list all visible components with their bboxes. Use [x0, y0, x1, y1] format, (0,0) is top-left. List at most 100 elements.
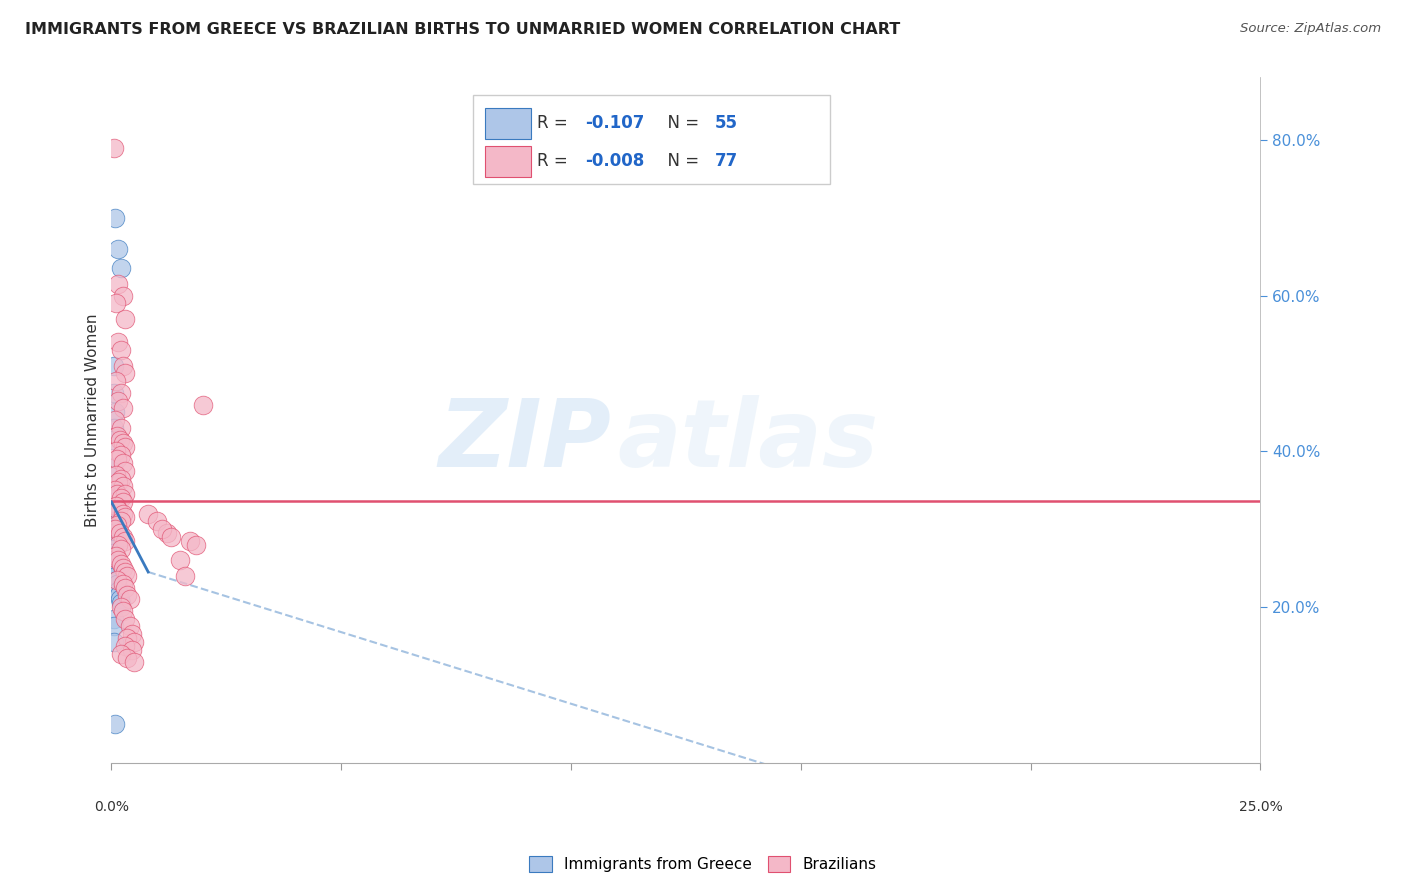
FancyBboxPatch shape	[485, 108, 531, 139]
Point	[111, 401, 134, 416]
Text: Source: ZipAtlas.com: Source: ZipAtlas.com	[1240, 22, 1381, 36]
Point	[101, 545, 124, 559]
Point	[105, 487, 128, 501]
Point	[103, 140, 125, 154]
Point	[104, 491, 127, 505]
Point	[104, 522, 127, 536]
Point	[104, 413, 127, 427]
Legend: Immigrants from Greece, Brazilians: Immigrants from Greece, Brazilians	[522, 848, 884, 880]
Point	[160, 530, 183, 544]
Point	[103, 514, 125, 528]
Point	[103, 459, 125, 474]
Point	[111, 456, 134, 470]
Point	[110, 514, 132, 528]
Point	[103, 553, 125, 567]
Point	[103, 479, 125, 493]
Point	[110, 385, 132, 400]
Point	[103, 518, 125, 533]
Point	[110, 600, 132, 615]
Point	[114, 612, 136, 626]
Point	[110, 448, 132, 462]
Point	[103, 541, 125, 556]
Point	[117, 588, 139, 602]
Text: IMMIGRANTS FROM GREECE VS BRAZILIAN BIRTHS TO UNMARRIED WOMEN CORRELATION CHART: IMMIGRANTS FROM GREECE VS BRAZILIAN BIRT…	[25, 22, 901, 37]
Point	[111, 576, 134, 591]
Point	[155, 526, 177, 541]
Point	[105, 444, 128, 458]
Point	[114, 311, 136, 326]
Point	[103, 510, 125, 524]
Point	[107, 553, 129, 567]
Point	[136, 507, 159, 521]
Text: -0.008: -0.008	[585, 152, 644, 170]
Point	[111, 495, 134, 509]
Text: 25.0%: 25.0%	[1239, 800, 1282, 814]
Point	[101, 530, 124, 544]
Point	[101, 538, 124, 552]
Point	[169, 553, 191, 567]
Point	[104, 507, 127, 521]
Point	[104, 716, 127, 731]
Point	[111, 561, 134, 575]
Point	[108, 433, 131, 447]
Point	[114, 581, 136, 595]
Point	[104, 565, 127, 579]
Point	[101, 487, 124, 501]
Point	[104, 483, 127, 498]
Text: N =: N =	[657, 114, 704, 132]
Point	[111, 479, 134, 493]
Point	[117, 650, 139, 665]
Point	[108, 588, 131, 602]
Point	[103, 499, 125, 513]
Point	[105, 573, 128, 587]
Point	[110, 261, 132, 276]
Point	[105, 374, 128, 388]
Point	[108, 592, 131, 607]
Text: atlas: atlas	[617, 394, 879, 487]
FancyBboxPatch shape	[474, 95, 830, 184]
Point	[105, 569, 128, 583]
Point	[117, 631, 139, 645]
Point	[124, 655, 146, 669]
Point	[103, 612, 125, 626]
Text: R =: R =	[537, 152, 572, 170]
Point	[103, 533, 125, 548]
Point	[105, 573, 128, 587]
Point	[105, 428, 128, 442]
Point	[105, 452, 128, 467]
Point	[110, 343, 132, 357]
Point	[105, 296, 128, 310]
Point	[114, 487, 136, 501]
Point	[101, 522, 124, 536]
Point	[103, 561, 125, 575]
Point	[103, 433, 125, 447]
Point	[105, 467, 128, 482]
Text: ZIP: ZIP	[439, 394, 612, 487]
Point	[186, 538, 208, 552]
Point	[114, 464, 136, 478]
Point	[114, 565, 136, 579]
Point	[107, 242, 129, 256]
Point	[111, 288, 134, 302]
Point	[117, 569, 139, 583]
Point	[104, 563, 127, 577]
Point	[110, 647, 132, 661]
Point	[103, 526, 125, 541]
Point	[110, 471, 132, 485]
Point	[114, 367, 136, 381]
Point	[111, 436, 134, 450]
Text: 77: 77	[714, 152, 738, 170]
Point	[118, 592, 141, 607]
Text: -0.107: -0.107	[585, 114, 644, 132]
Point	[105, 576, 128, 591]
Point	[105, 549, 128, 564]
Point	[150, 522, 173, 536]
FancyBboxPatch shape	[485, 146, 531, 177]
Point	[114, 441, 136, 455]
Point	[114, 639, 136, 653]
Point	[103, 507, 125, 521]
Point	[110, 557, 132, 571]
Point	[103, 635, 125, 649]
Point	[103, 619, 125, 633]
Point	[111, 530, 134, 544]
